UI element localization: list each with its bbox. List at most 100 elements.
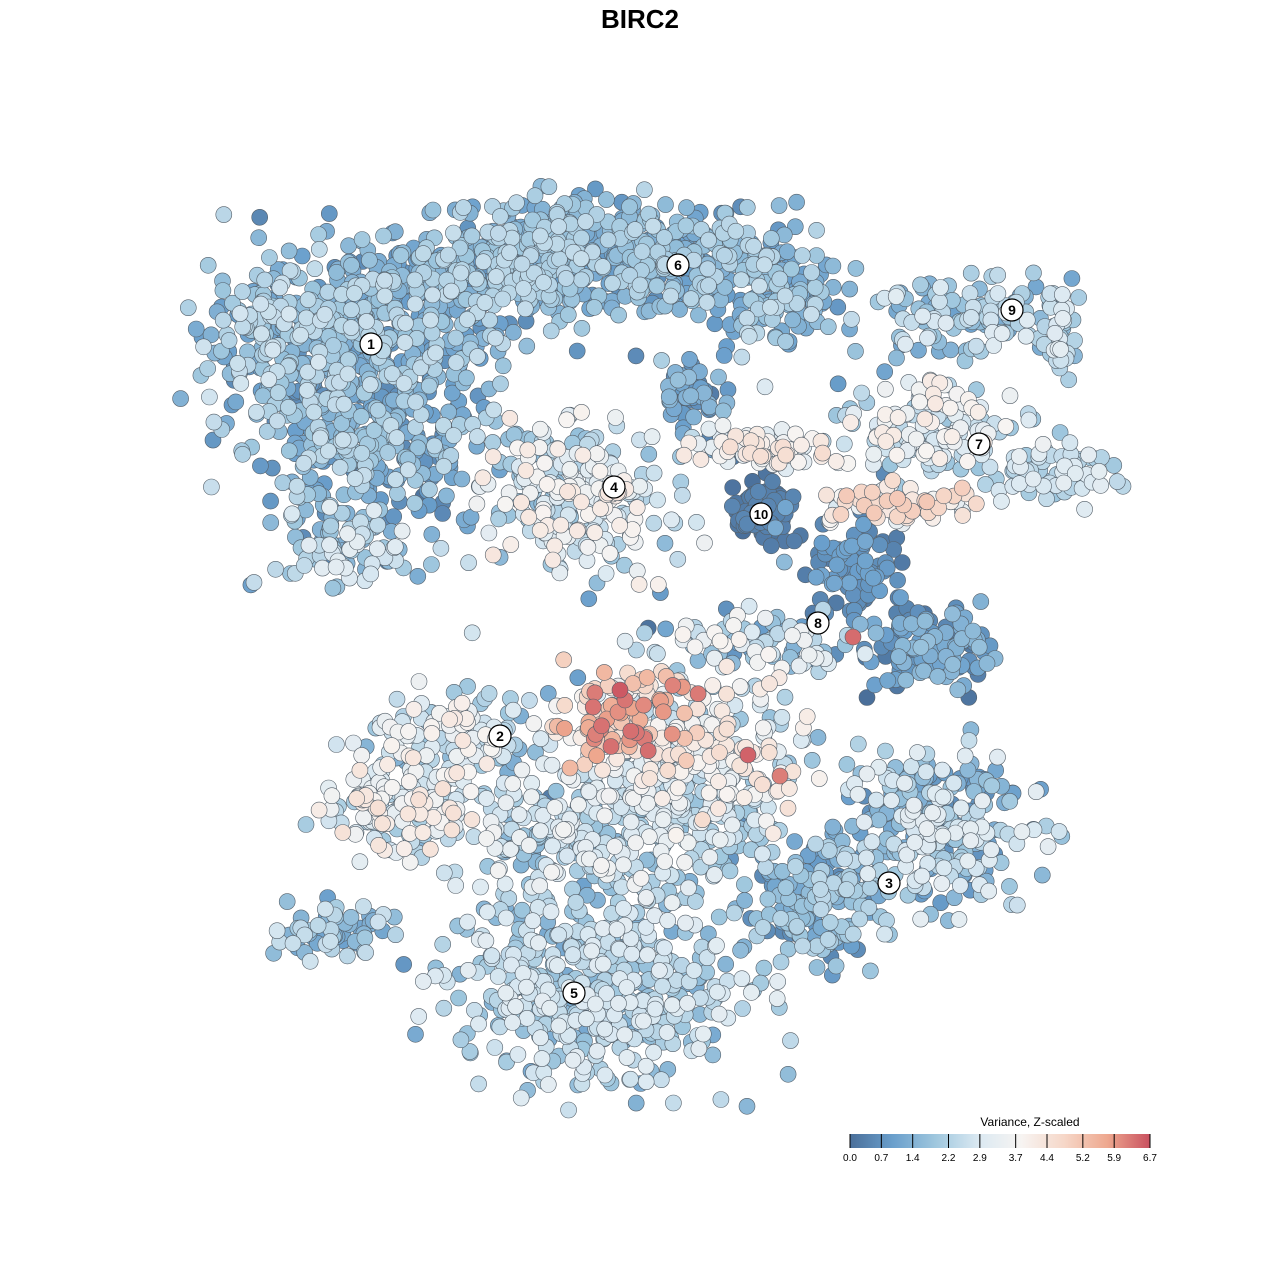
scatter-point — [803, 264, 820, 281]
scatter-point — [682, 387, 700, 405]
scatter-point — [516, 300, 534, 318]
scatter-point — [858, 689, 876, 706]
scatter-point — [876, 925, 893, 943]
scatter-point — [888, 446, 906, 464]
scatter-point — [818, 486, 835, 504]
scatter-point — [855, 516, 872, 533]
scatter-point — [351, 761, 369, 779]
scatter-point — [1024, 470, 1042, 488]
scatter-point — [587, 180, 604, 198]
scatter-point — [426, 437, 443, 455]
scatter-point — [716, 278, 734, 296]
scatter-point — [490, 510, 508, 528]
scatter-point — [423, 725, 441, 742]
scatter-point — [497, 984, 515, 1002]
scatter-point — [532, 1029, 549, 1046]
scatter-point — [768, 990, 786, 1007]
scatter-point — [934, 788, 952, 806]
scatter-point — [782, 1032, 799, 1049]
scatter-point — [335, 395, 353, 413]
scatter-point — [544, 551, 562, 569]
scatter-point — [878, 559, 896, 577]
scatter-point — [918, 493, 936, 511]
scatter-point — [434, 505, 451, 522]
scatter-point — [520, 837, 538, 854]
scatter-point — [513, 255, 531, 273]
scatter-point — [858, 849, 875, 867]
scatter-point — [806, 279, 824, 296]
scatter-point — [559, 483, 576, 500]
scatter-point — [542, 903, 560, 921]
cluster-label-4: 4 — [602, 475, 626, 499]
scatter-point — [577, 213, 594, 230]
scatter-point — [283, 505, 301, 523]
scatter-point — [606, 838, 623, 855]
scatter-point — [558, 847, 576, 865]
scatter-point — [807, 835, 824, 853]
scatter-point — [443, 384, 461, 402]
scatter-point — [487, 329, 504, 347]
scatter-point — [844, 628, 862, 646]
scatter-point — [407, 393, 424, 411]
scatter-point — [205, 413, 223, 431]
scatter-point — [711, 632, 729, 650]
scatter-point — [696, 534, 713, 552]
scatter-point — [760, 646, 778, 663]
scatter-point — [558, 411, 576, 429]
scatter-point — [301, 952, 319, 970]
scatter-point — [829, 298, 847, 316]
scatter-point — [843, 310, 860, 328]
cluster-label-7: 7 — [967, 432, 991, 456]
scatter-point — [653, 790, 671, 807]
scatter-point — [686, 638, 704, 656]
scatter-point — [383, 779, 401, 796]
scatter-point — [524, 912, 542, 930]
scatter-point — [474, 253, 492, 271]
scatter-point — [754, 776, 771, 793]
scatter-point — [1076, 500, 1093, 518]
scatter-point — [902, 615, 920, 633]
scatter-point — [535, 274, 552, 291]
scatter-point — [505, 323, 522, 341]
scatter-point — [879, 672, 897, 689]
scatter-point — [362, 565, 380, 583]
scatter-point — [229, 355, 246, 372]
scatter-point — [504, 1014, 521, 1031]
svg-text:4: 4 — [610, 479, 618, 495]
scatter-point — [494, 290, 512, 308]
scatter-point — [510, 806, 528, 824]
scatter-point — [865, 504, 883, 522]
scatter-point — [439, 246, 457, 264]
scatter-point — [959, 453, 976, 470]
scatter-point — [654, 977, 671, 995]
scatter-point — [591, 462, 609, 480]
scatter-point — [967, 495, 985, 513]
scatter-point — [369, 516, 387, 534]
scatter-point — [847, 260, 865, 277]
scatter-point — [445, 804, 462, 822]
colorbar-gradient — [850, 1134, 1150, 1148]
scatter-point — [690, 1040, 708, 1057]
scatter-point — [574, 446, 592, 464]
chart-title: BIRC2 — [600, 4, 679, 34]
scatter-point — [610, 995, 627, 1012]
scatter-point — [711, 744, 728, 761]
scatter-point — [478, 755, 496, 773]
scatter-point — [710, 908, 728, 926]
scatter-point — [328, 736, 345, 753]
scatter-point — [754, 719, 772, 737]
scatter-point — [375, 227, 392, 245]
scatter-point — [639, 794, 656, 812]
scatter-point — [525, 715, 543, 732]
scatter-point — [861, 879, 879, 897]
scatter-point — [793, 436, 810, 454]
scatter-point — [435, 864, 453, 882]
scatter-point — [594, 920, 612, 937]
scatter-point — [889, 409, 907, 426]
scatter-point — [369, 401, 387, 419]
scatter-point — [311, 429, 329, 447]
scatter-point — [443, 821, 461, 839]
scatter-point — [897, 671, 915, 689]
scatter-point — [659, 762, 677, 779]
